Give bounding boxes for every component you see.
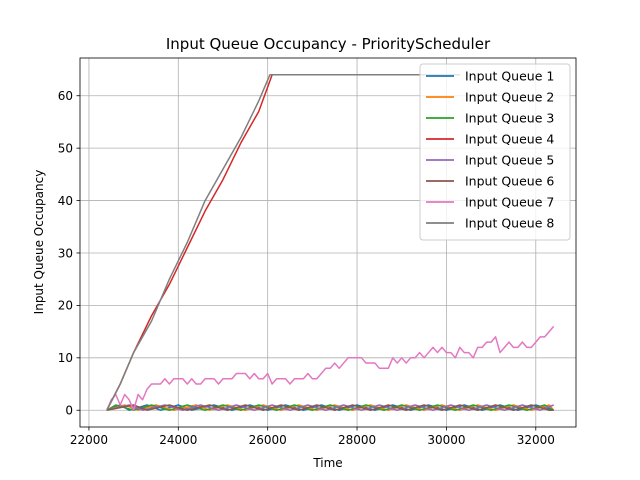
x-tick-label: 26000 <box>249 433 287 447</box>
x-tick-label: 32000 <box>517 433 555 447</box>
x-tick-label: 28000 <box>338 433 376 447</box>
legend-label-2: Input Queue 2 <box>465 90 554 105</box>
chart-title: Input Queue Occupancy - PrioritySchedule… <box>166 35 491 53</box>
series-line-6 <box>106 404 554 411</box>
y-tick-label: 50 <box>58 141 73 155</box>
legend-label-7: Input Queue 7 <box>465 195 554 210</box>
y-tick-label: 0 <box>65 404 73 418</box>
series-lines <box>106 74 555 411</box>
x-tick-label: 24000 <box>159 433 197 447</box>
legend-label-8: Input Queue 8 <box>465 216 554 231</box>
legend: Input Queue 1 Input Queue 2 Input Queue 3 I… <box>419 63 571 241</box>
x-axis-label: Time <box>312 456 342 470</box>
legend-label-4: Input Queue 4 <box>465 132 554 147</box>
legend-label-1: Input Queue 1 <box>465 69 554 84</box>
x-tick-label: 22000 <box>70 433 108 447</box>
legend-label-6: Input Queue 6 <box>465 174 554 189</box>
legend-box <box>419 63 571 241</box>
y-tick-label: 10 <box>58 351 73 365</box>
y-tick-label: 30 <box>58 246 73 260</box>
series-line-8 <box>106 74 460 411</box>
y-tick-label: 60 <box>58 89 73 103</box>
axes-frame <box>79 57 577 428</box>
x-tick-label: 30000 <box>427 433 465 447</box>
series-line-7 <box>106 325 555 411</box>
y-tick-label: 40 <box>58 194 73 208</box>
y-tick-label: 20 <box>58 299 73 313</box>
legend-label-3: Input Queue 3 <box>465 111 554 126</box>
y-axis-label: Input Queue Occupancy <box>32 170 46 315</box>
legend-label-5: Input Queue 5 <box>465 153 554 168</box>
